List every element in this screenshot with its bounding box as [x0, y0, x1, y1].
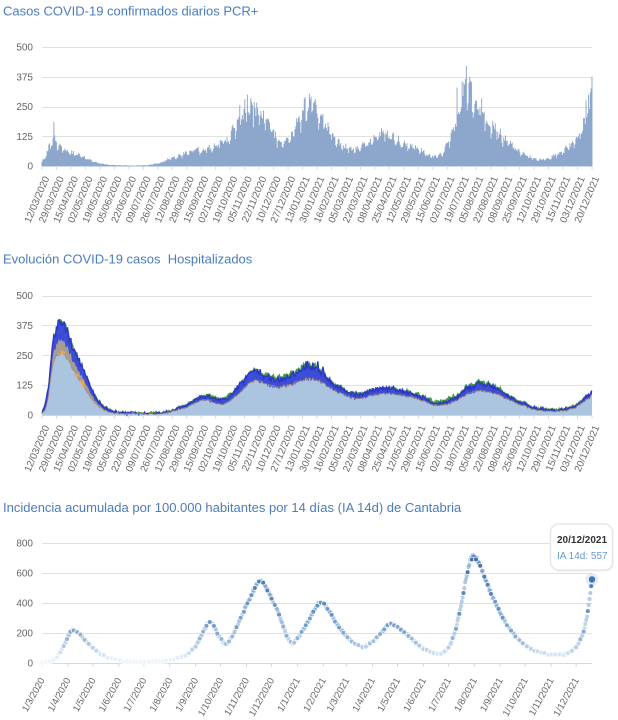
svg-text:Incidencia acumulada por 100.0: Incidencia acumulada por 100.000 habitan…: [3, 500, 462, 515]
svg-text:125: 125: [16, 132, 33, 143]
svg-text:800: 800: [16, 539, 33, 550]
svg-text:Casos COVID-19 confirmados dia: Casos COVID-19 confirmados diarios PCR+: [3, 4, 258, 19]
svg-text:IA 14d: 557: IA 14d: 557: [557, 551, 608, 562]
svg-text:400: 400: [16, 599, 33, 610]
svg-text:500: 500: [16, 43, 33, 54]
svg-text:375: 375: [16, 72, 33, 83]
svg-text:375: 375: [16, 321, 33, 332]
svg-text:Evolución COVID-19 casos Hosp: Evolución COVID-19 casos Hospitalizados: [3, 251, 253, 266]
svg-text:0: 0: [27, 659, 33, 670]
svg-text:0: 0: [27, 162, 33, 173]
svg-text:250: 250: [16, 102, 33, 113]
svg-text:600: 600: [16, 569, 33, 580]
svg-text:500: 500: [16, 291, 33, 302]
svg-text:125: 125: [16, 381, 33, 392]
svg-text:0: 0: [27, 411, 33, 422]
svg-text:200: 200: [16, 629, 33, 640]
svg-text:250: 250: [16, 351, 33, 362]
svg-text:20/12/2021: 20/12/2021: [557, 535, 607, 546]
